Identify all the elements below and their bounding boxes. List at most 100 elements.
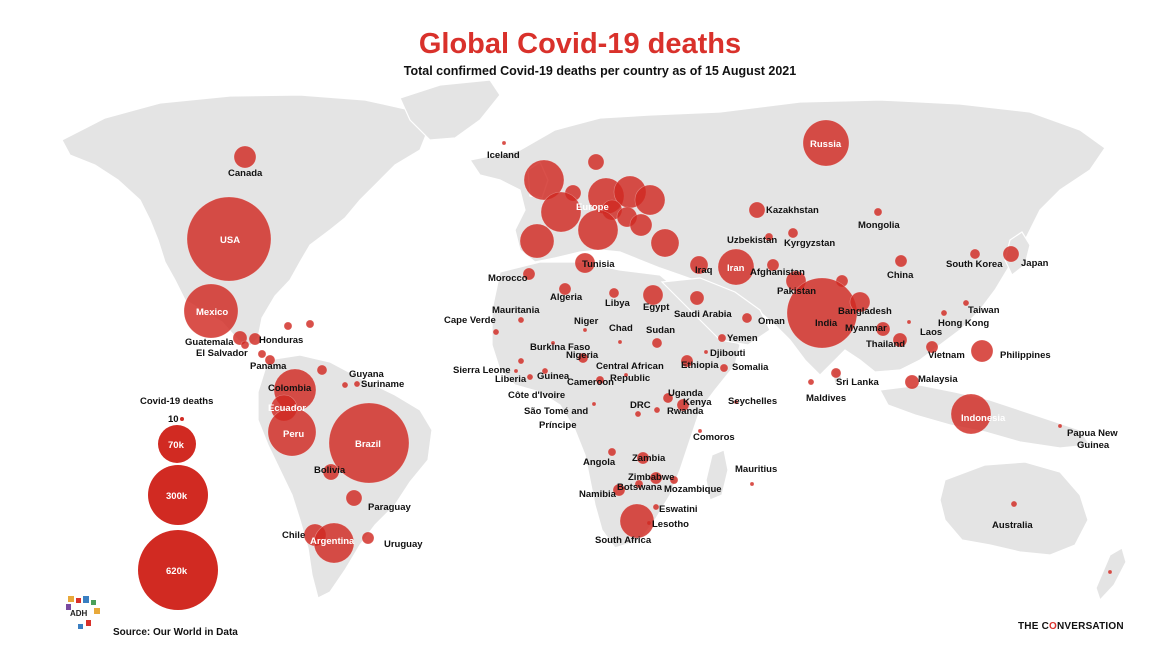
bubble-peru[interactable] <box>267 407 317 457</box>
bubble-central-african-republic[interactable] <box>623 372 629 378</box>
bubble-indonesia[interactable] <box>950 393 992 435</box>
bubble-burkina-faso[interactable] <box>550 340 556 346</box>
bubble-cote-divoire[interactable] <box>541 367 549 375</box>
land-madagascar <box>705 449 729 501</box>
bubble-mauritania[interactable] <box>517 316 525 324</box>
bubble-dominican-republic[interactable] <box>305 319 315 329</box>
bubble-zambia[interactable] <box>636 451 650 465</box>
bubble-oman[interactable] <box>741 312 753 324</box>
bubble-ukraine[interactable] <box>634 184 666 216</box>
bubble-thailand[interactable] <box>892 332 908 348</box>
bubble-afghanistan[interactable] <box>766 258 780 272</box>
bubble-kenya[interactable] <box>676 398 690 412</box>
bubble-sweden[interactable] <box>587 153 605 171</box>
bubble-myanmar[interactable] <box>875 321 891 337</box>
bubble-egypt[interactable] <box>642 284 664 306</box>
bubble-nigeria[interactable] <box>577 352 589 364</box>
bubble-angola[interactable] <box>607 447 617 457</box>
bubble-somalia[interactable] <box>719 363 729 373</box>
bubble-rwanda[interactable] <box>653 406 661 414</box>
bubble-suriname[interactable] <box>353 380 361 388</box>
bubble-guyana[interactable] <box>341 381 349 389</box>
bubble-iceland[interactable] <box>501 140 507 146</box>
bubble-liberia[interactable] <box>526 373 534 381</box>
bubble-new-zealand[interactable] <box>1107 569 1113 575</box>
label-zimbabwe: Zimbabwe <box>628 472 674 483</box>
bubble-sudan[interactable] <box>651 337 663 349</box>
bubble-mexico[interactable] <box>183 283 239 339</box>
bubble-kazakhstan[interactable] <box>748 201 766 219</box>
bubble-japan[interactable] <box>1002 245 1020 263</box>
bubble-uzbekistan[interactable] <box>764 232 774 242</box>
bubble-eswatini[interactable] <box>652 503 660 511</box>
bubble-chad[interactable] <box>617 339 623 345</box>
bubble-usa[interactable] <box>186 196 272 282</box>
bubble-drc[interactable] <box>634 410 642 418</box>
bubble-taiwan[interactable] <box>962 299 970 307</box>
bubble-papua-new-guinea[interactable] <box>1057 423 1063 429</box>
label-uzbekistan: Uzbekistan <box>727 235 777 246</box>
bubble-uruguay[interactable] <box>361 531 375 545</box>
bubble-turkey[interactable] <box>650 228 680 258</box>
bubble-uganda[interactable] <box>662 392 674 404</box>
bubble-bolivia[interactable] <box>322 463 340 481</box>
bubble-zimbabwe[interactable] <box>649 471 663 485</box>
bubble-sao-tome[interactable] <box>591 401 597 407</box>
bubble-ethiopia[interactable] <box>680 354 694 368</box>
bubble-costa-rica[interactable] <box>257 349 267 359</box>
bubble-kyrgyzstan[interactable] <box>787 227 799 239</box>
bubble-honduras[interactable] <box>248 332 262 346</box>
bubble-sierra-leone[interactable] <box>513 368 519 374</box>
bubble-yemen[interactable] <box>717 333 727 343</box>
bubble-tunisia[interactable] <box>574 252 596 274</box>
bubble-djibouti[interactable] <box>703 349 709 355</box>
bubble-vietnam[interactable] <box>925 340 939 354</box>
bubble-panama[interactable] <box>264 354 276 366</box>
bubble-france[interactable] <box>540 191 582 233</box>
bubble-guinea[interactable] <box>517 357 525 365</box>
label-burkina-faso: Burkina Faso <box>530 342 590 353</box>
bubble-morocco[interactable] <box>522 267 536 281</box>
bubble-china[interactable] <box>894 254 908 268</box>
label-egypt: Egypt <box>643 302 670 313</box>
bubble-el-salvador[interactable] <box>240 340 250 350</box>
bubble-venezuela[interactable] <box>316 364 328 376</box>
bubble-hong-kong[interactable] <box>940 309 948 317</box>
bubble-south-korea[interactable] <box>969 248 981 260</box>
bubble-mozambique[interactable] <box>669 475 679 485</box>
bubble-italy[interactable] <box>577 209 619 251</box>
bubble-cameroon[interactable] <box>595 375 605 385</box>
bubble-romania[interactable] <box>629 213 653 237</box>
bubble-namibia[interactable] <box>612 483 626 497</box>
bubble-russia[interactable] <box>802 119 850 167</box>
bubble-south-africa[interactable] <box>619 503 655 539</box>
bubble-libya[interactable] <box>608 287 620 299</box>
bubble-iran[interactable] <box>717 248 755 286</box>
bubble-cuba[interactable] <box>283 321 293 331</box>
bubble-canada[interactable] <box>233 145 257 169</box>
bubble-botswana[interactable] <box>634 479 644 489</box>
bubble-malaysia[interactable] <box>904 374 920 390</box>
bubble-seychelles[interactable] <box>733 399 739 405</box>
bubble-sri-lanka[interactable] <box>830 367 842 379</box>
bubble-spain[interactable] <box>519 223 555 259</box>
bubble-maldives[interactable] <box>807 378 815 386</box>
bubble-saudi-arabia[interactable] <box>689 290 705 306</box>
bubble-laos[interactable] <box>906 319 912 325</box>
bubble-niger[interactable] <box>582 327 588 333</box>
bubble-iraq[interactable] <box>689 255 709 275</box>
bubble-argentina[interactable] <box>313 522 355 564</box>
bubble-paraguay[interactable] <box>345 489 363 507</box>
bubble-philippines[interactable] <box>970 339 994 363</box>
bubble-uk[interactable] <box>523 159 565 201</box>
bubble-comoros[interactable] <box>697 428 703 434</box>
bubble-brazil[interactable] <box>328 402 410 484</box>
bubble-algeria[interactable] <box>558 282 572 296</box>
bubble-mauritius[interactable] <box>749 481 755 487</box>
bubble-mongolia[interactable] <box>873 207 883 217</box>
bubble-india[interactable] <box>786 277 858 349</box>
bubble-bangladesh[interactable] <box>849 291 871 313</box>
bubble-australia[interactable] <box>1010 500 1018 508</box>
bubble-cape-verde[interactable] <box>492 328 500 336</box>
label-guinea: Guinea <box>537 371 570 382</box>
